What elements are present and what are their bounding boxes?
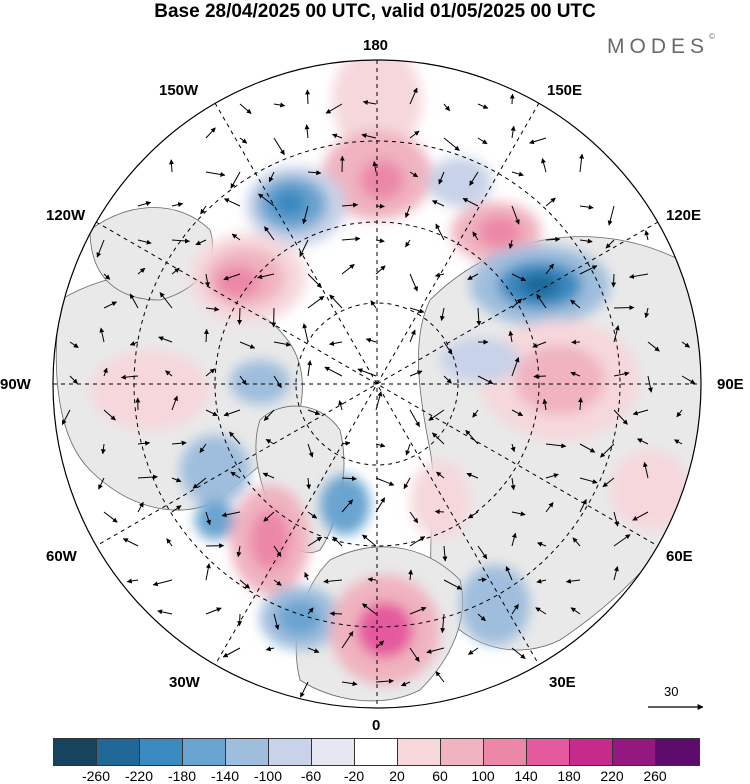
colorbar-tick-label: -60: [301, 768, 321, 784]
colorbar-swatch: [441, 739, 484, 765]
colorbar-swatch: [97, 739, 140, 765]
wind-vector-arrow: [206, 329, 207, 342]
polar-map: [0, 0, 750, 735]
colorbar-tick-label: 220: [600, 768, 623, 784]
lon-label-150e: 150E: [547, 82, 582, 100]
colorbar-swatch: [355, 739, 398, 765]
colorbar-swatch: [140, 739, 183, 765]
wind-vector-arrow: [512, 94, 513, 104]
colorbar-swatch: [398, 739, 441, 765]
wind-vector-arrow: [307, 90, 308, 104]
anomaly-negative: [460, 565, 530, 645]
anomaly-positive: [250, 510, 290, 570]
lon-label-30e: 30E: [549, 674, 576, 692]
lon-label-90w: 90W: [0, 376, 31, 394]
wind-vector-arrow: [534, 376, 546, 377]
colorbar-tick-label: -140: [211, 768, 239, 784]
colorbar-tick-label: 100: [471, 768, 494, 784]
colorbar-swatch: [226, 739, 269, 765]
colorbar-tick-label: -20: [344, 768, 364, 784]
colorbar-tick-label: 260: [643, 768, 666, 784]
colorbar-swatch: [613, 739, 656, 765]
anomaly-negative: [320, 475, 370, 535]
lon-label-150w: 150W: [159, 82, 198, 100]
colorbar: [53, 738, 700, 766]
colorbar-swatch: [183, 739, 226, 765]
lon-label-180: 180: [363, 37, 388, 55]
lon-label-90e: 90E: [717, 376, 744, 394]
anomaly-positive: [357, 602, 413, 658]
anomaly-negative: [440, 338, 520, 382]
anomaly-positive: [410, 460, 470, 540]
anomaly-positive: [610, 450, 690, 530]
colorbar-tick-label: -100: [254, 768, 282, 784]
colorbar-tick-label: -260: [82, 768, 110, 784]
lon-label-120e: 120E: [666, 207, 701, 225]
wind-vector-arrow: [613, 274, 614, 287]
wind-vector-arrow: [478, 579, 486, 580]
colorbar-swatch: [656, 739, 699, 765]
anomaly-positive: [515, 345, 605, 415]
anomaly-negative: [195, 500, 235, 540]
map-field: [40, 45, 720, 720]
anomaly-positive: [216, 266, 260, 298]
colorbar-tick-label: 180: [557, 768, 580, 784]
colorbar-swatch: [54, 739, 97, 765]
anomaly-negative: [273, 189, 307, 217]
anomaly-negative: [520, 273, 560, 297]
lon-label-120w: 120W: [46, 207, 85, 225]
colorbar-tick-label: 60: [432, 768, 448, 784]
wind-vector-arrow: [239, 308, 240, 324]
colorbar-swatch: [484, 739, 527, 765]
colorbar-swatch: [570, 739, 613, 765]
anomaly-positive: [360, 160, 404, 200]
anomaly-negative: [428, 157, 492, 207]
lon-label-0: 0: [372, 717, 380, 735]
colorbar-swatch: [527, 739, 570, 765]
anomaly-positive: [90, 350, 210, 430]
wind-vector-arrow: [240, 614, 241, 626]
anomaly-negative: [230, 360, 290, 404]
colorbar-tick-label: -220: [125, 768, 153, 784]
colorbar-swatch: [312, 739, 355, 765]
wind-vector-arrow: [614, 308, 634, 309]
lon-label-60e: 60E: [666, 548, 693, 566]
colorbar-tick-label: 20: [389, 768, 405, 784]
lon-label-30w: 30W: [169, 674, 200, 692]
colorbar-swatch: [269, 739, 312, 765]
lon-label-60w: 60W: [46, 548, 77, 566]
colorbar-tick-label: 140: [514, 768, 537, 784]
colorbar-tick-label: -180: [168, 768, 196, 784]
wind-vector-arrow: [330, 613, 342, 614]
anomaly-positive: [478, 216, 522, 248]
wind-vector-arrow: [435, 511, 444, 512]
reference-vector-label: 30: [664, 684, 678, 699]
anomaly-negative: [278, 600, 322, 636]
